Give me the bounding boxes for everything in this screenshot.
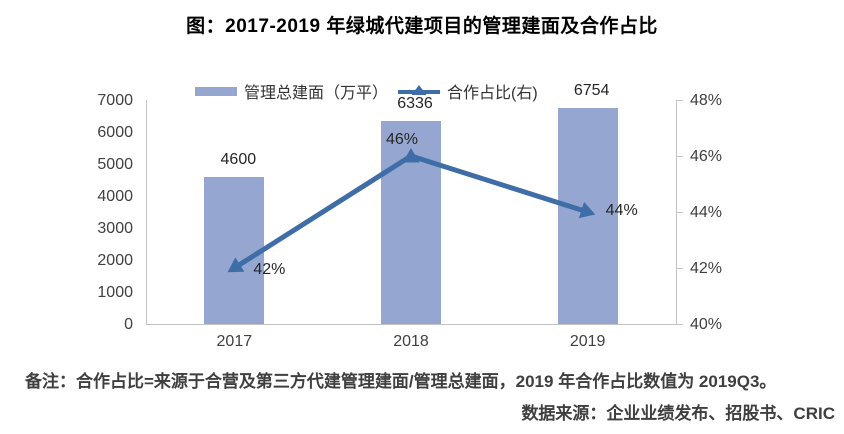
left-axis-tick-label: 2000 [97,252,133,269]
x-axis-label: 2019 [569,333,606,350]
chart-legend: 管理总建面（万平） 合作占比(右) [195,79,538,103]
right-axis-tick-label: 48% [690,92,723,109]
left-axis-tick-label: 1000 [97,284,133,301]
left-axis-tick-label: 0 [124,316,133,333]
bar-value-label: 4600 [220,150,257,168]
right-axis-tick-label: 44% [690,204,723,221]
line-series-swatch-icon [398,84,441,98]
right-axis-tick-mark [676,156,683,157]
legend-label-bar-series: 管理总建面（万平） [244,85,389,102]
right-axis-tick-label: 42% [690,260,723,277]
right-axis-tick-mark [676,212,683,213]
bar-2018 [381,121,441,324]
legend-label-line-series: 合作占比(右) [447,85,538,102]
chart-title: 图：2017-2019 年绿城代建项目的管理建面及合作占比 [186,16,658,37]
right-axis-tick-mark [676,324,683,325]
bar-series-swatch-icon [195,86,237,96]
legend-item-bar-series: 管理总建面（万平） [195,79,388,103]
right-axis-tick-label: 40% [690,316,723,333]
bar-value-label: 6336 [397,95,433,113]
x-axis-label: 2018 [393,333,429,350]
left-axis-tick-label: 5000 [97,156,133,173]
left-axis-tick-label: 3000 [97,220,133,237]
right-axis-tick-mark [676,268,683,269]
line-value-label: 44% [605,202,638,219]
x-axis-label: 2017 [216,333,253,350]
right-axis-tick-label: 46% [690,148,723,165]
line-value-label: 46% [385,131,419,148]
left-axis-tick-label: 7000 [97,92,133,109]
source-note: 数据来源：企业业绩发布、招股书、CRIC [521,404,835,423]
line-value-label: 42% [253,261,286,278]
bar-2017 [204,176,265,324]
right-axis-tick-mark [676,100,683,101]
left-axis-tick-label: 4000 [97,188,133,205]
left-axis-tick-label: 6000 [97,124,133,141]
legend-item-line-series: 合作占比(右) [398,79,538,103]
left-y-axis-line [146,100,147,325]
x-axis-line [146,324,683,325]
footnote: 备注：合作占比=来源于合营及第三方代建管理建面/管理总建面，2019 年合作占比… [25,372,777,391]
bar-value-label: 6754 [573,81,610,99]
